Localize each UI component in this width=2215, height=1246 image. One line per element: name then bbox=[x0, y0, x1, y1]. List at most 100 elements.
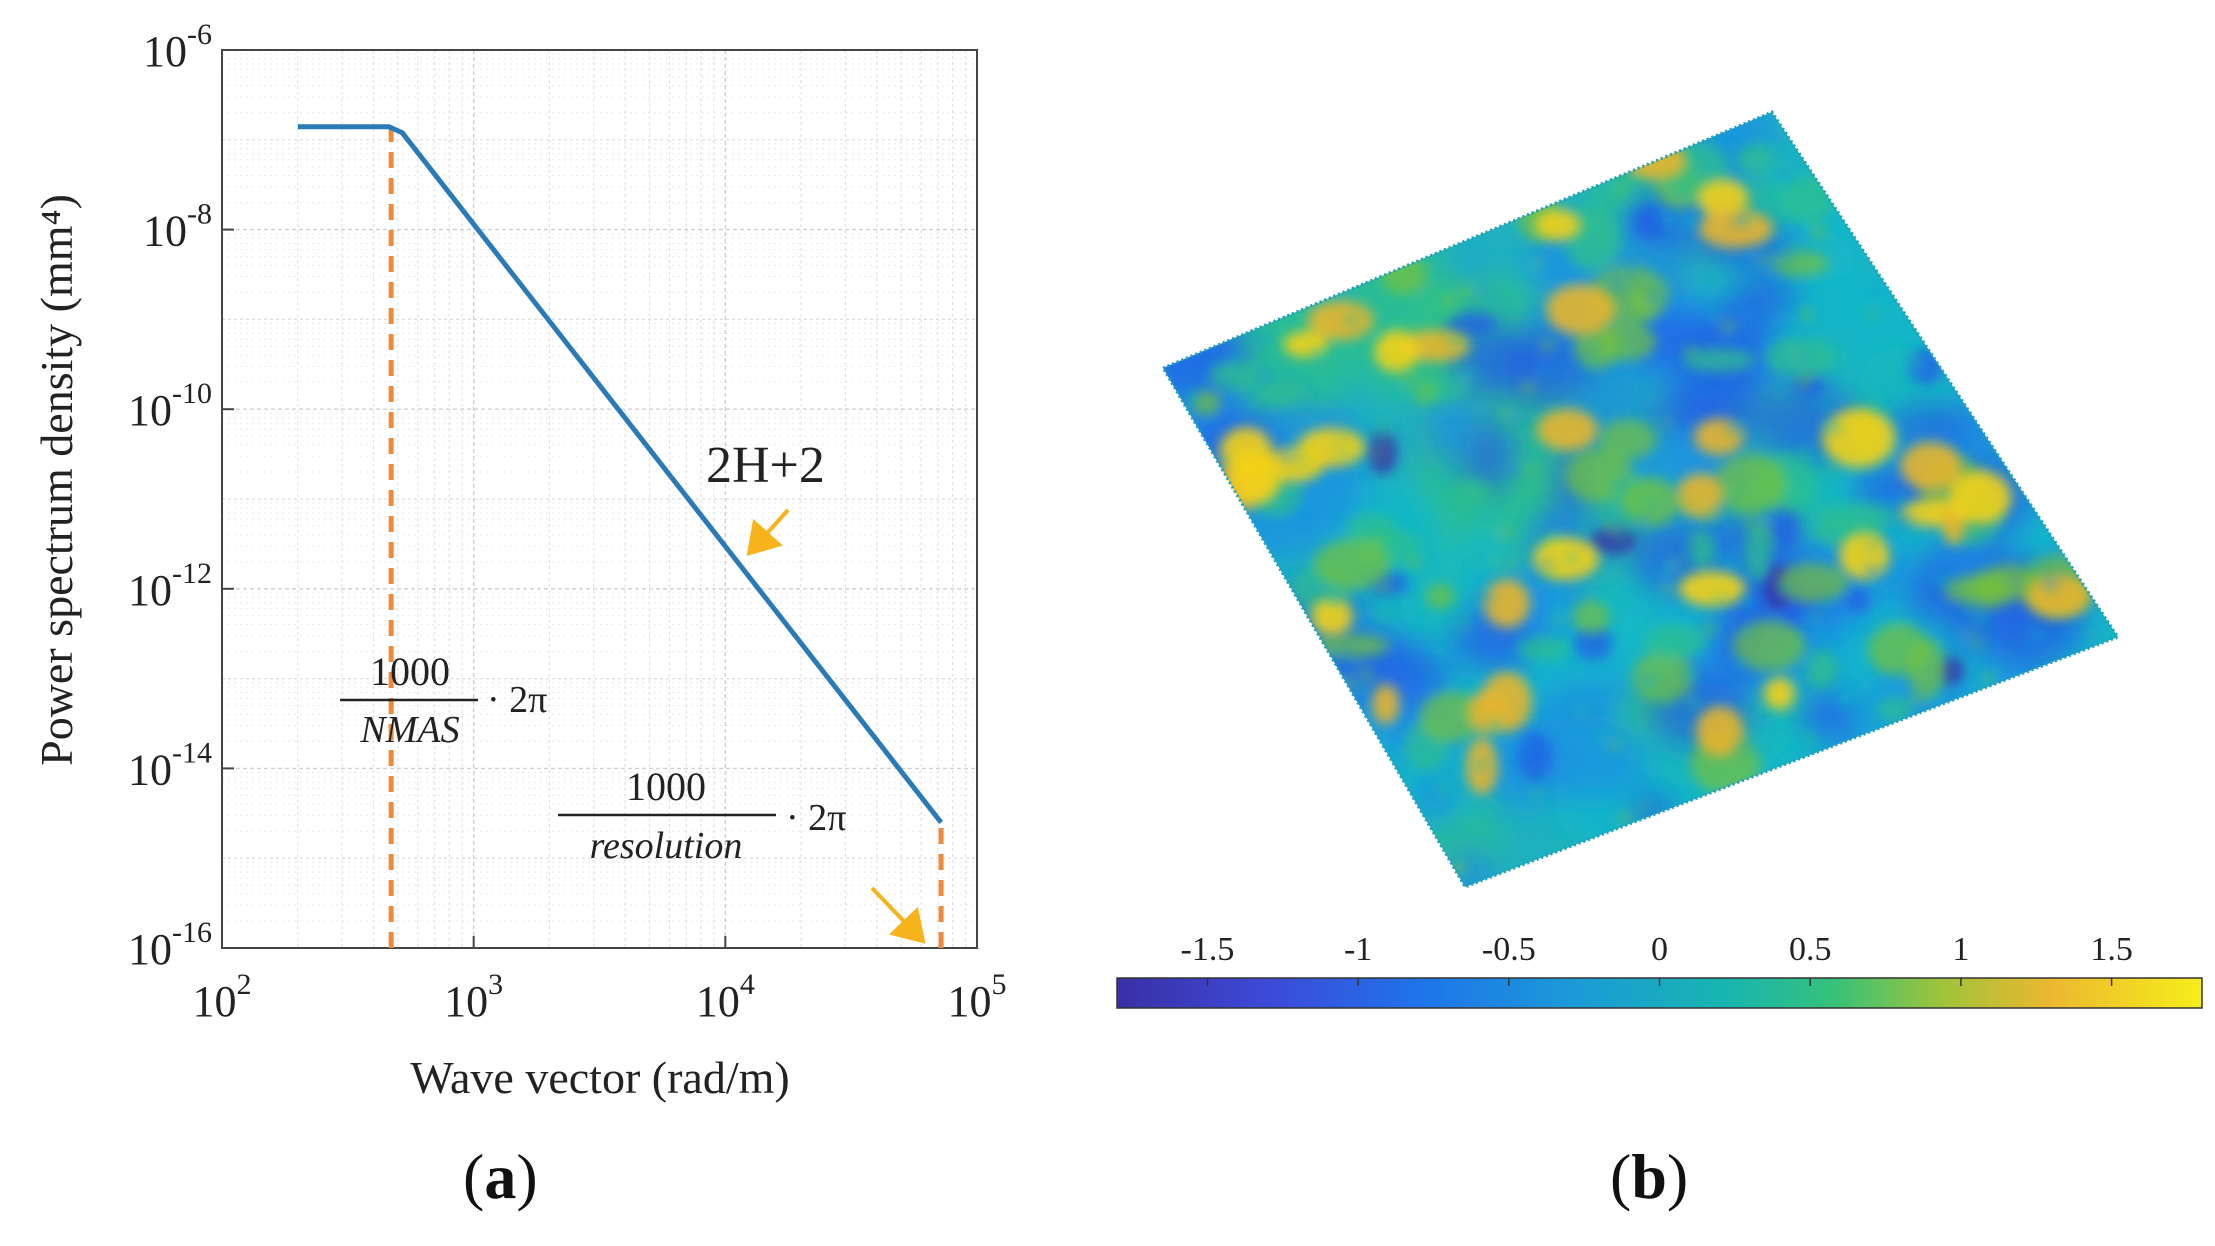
surface-patch bbox=[1614, 481, 1629, 488]
surface-patch bbox=[1481, 524, 1497, 534]
surface-patch bbox=[1733, 620, 1806, 671]
surface-patch bbox=[1685, 346, 1696, 357]
surface-patch bbox=[1721, 320, 1735, 332]
surface-patch bbox=[1328, 591, 1340, 605]
surface-patch bbox=[1312, 633, 1389, 658]
surface-patch bbox=[1380, 254, 1428, 295]
surface-patch bbox=[1615, 528, 1624, 541]
colorbar-tick-label: -1 bbox=[1344, 931, 1372, 968]
surface-patch bbox=[1446, 656, 1455, 667]
surface-patch bbox=[1907, 638, 1946, 700]
surface-patch bbox=[1459, 644, 1470, 653]
colorbar-tick-label: 0 bbox=[1651, 931, 1668, 968]
surface-patch bbox=[1281, 452, 1297, 462]
surface-patch bbox=[1545, 284, 1616, 335]
surface-patch bbox=[1518, 640, 1530, 649]
surface-layer bbox=[1219, 141, 2091, 795]
surface-patch bbox=[2030, 628, 2041, 639]
surface-patch bbox=[1701, 625, 1718, 634]
surface-patch bbox=[1967, 524, 1975, 538]
surface-patch bbox=[1864, 565, 1881, 578]
surface-patch bbox=[1556, 842, 1570, 851]
surface-patch bbox=[1955, 633, 1965, 642]
surface-texture bbox=[1163, 112, 2118, 887]
surface-patch bbox=[1815, 628, 1823, 641]
panel-a-label: (a) bbox=[463, 1141, 538, 1212]
surface-patch bbox=[1497, 526, 1513, 537]
surface-patch bbox=[1505, 560, 1519, 567]
surface-patch bbox=[1645, 500, 1655, 507]
surface-patch bbox=[1802, 734, 1818, 743]
surface-patch bbox=[1458, 617, 1469, 630]
surface-patch bbox=[1372, 683, 1400, 725]
surface-patch bbox=[1660, 214, 1677, 225]
surface-patch bbox=[1491, 296, 1499, 304]
surface-patch bbox=[1443, 311, 1498, 337]
surface-patch bbox=[1777, 249, 1791, 262]
surface-patch bbox=[1624, 342, 1634, 351]
surface-patch bbox=[1781, 162, 1788, 172]
surface-patch bbox=[1780, 175, 1834, 225]
surface-patch bbox=[1812, 226, 1827, 239]
surface-patch bbox=[1230, 358, 1238, 370]
surface-patch bbox=[1907, 573, 1947, 624]
surface-patch bbox=[1521, 264, 1536, 273]
surface-patch bbox=[1256, 370, 1273, 382]
surface-plot: -1.5 -1 -0.5 0 0.5 1 1.5 bbox=[1116, 110, 2203, 1009]
surface-patch bbox=[1609, 740, 1620, 751]
surface-patch bbox=[1894, 541, 1902, 555]
surface-patch bbox=[1742, 595, 1754, 607]
surface-patch bbox=[1436, 477, 1451, 487]
resolution-arrow-icon bbox=[870, 886, 926, 944]
surface-patch bbox=[1769, 501, 1799, 549]
nmas-numerator: 1000 bbox=[370, 649, 450, 694]
surface-patch bbox=[1894, 496, 1907, 505]
surface-patch bbox=[1783, 339, 1791, 347]
psd-series-line bbox=[297, 124, 944, 825]
surface-patch bbox=[1785, 226, 1801, 236]
surface-patch bbox=[1541, 339, 1555, 351]
surface-patch bbox=[1808, 673, 1815, 685]
surface-patch bbox=[1584, 360, 1594, 369]
surface-patch bbox=[1877, 697, 1913, 722]
colorbar-tick-label: 1 bbox=[1952, 931, 1969, 968]
surface-patch bbox=[1535, 209, 1582, 241]
x-tick-labels: 102 103 104 105 bbox=[193, 968, 1007, 1026]
surface-patch bbox=[1819, 665, 1827, 673]
surface-patch bbox=[1965, 630, 1973, 642]
surface-patch bbox=[1932, 692, 1940, 703]
surface-patch bbox=[2037, 535, 2046, 549]
surface-patch bbox=[1337, 649, 1351, 657]
surface-patch bbox=[1589, 527, 1638, 555]
surface-patch bbox=[1624, 141, 1687, 181]
surface-patch bbox=[1489, 718, 1501, 731]
surface-patch bbox=[1581, 525, 1589, 535]
surface-patch bbox=[1975, 638, 1984, 650]
surface-patch bbox=[1696, 178, 1749, 218]
surface-patch bbox=[1693, 532, 1700, 540]
surface-patch bbox=[1460, 259, 1473, 269]
surface-patch bbox=[1889, 525, 1899, 537]
surface-patch bbox=[1745, 516, 1753, 529]
surface-patch bbox=[1480, 594, 1494, 602]
surface-patch bbox=[1745, 520, 1772, 582]
surface-patch bbox=[1660, 584, 1676, 593]
colorbar-tick-label: -1.5 bbox=[1181, 931, 1235, 968]
surface-patch bbox=[1374, 449, 1384, 458]
surface-patch bbox=[1314, 539, 1391, 590]
surface-patch bbox=[1715, 503, 1729, 510]
surface-patch bbox=[1501, 657, 1517, 665]
surface-patch bbox=[1737, 143, 1775, 174]
surface-patch bbox=[1550, 612, 1566, 625]
nmas-factor: · 2π bbox=[487, 679, 547, 721]
surface-patch bbox=[1347, 513, 1397, 549]
surface-patch bbox=[1369, 538, 1383, 551]
surface-patch bbox=[1715, 596, 1726, 605]
surface-patch bbox=[1374, 330, 1419, 373]
surface-patch bbox=[1599, 419, 1657, 460]
surface-patch bbox=[1540, 560, 1555, 570]
surface-patch bbox=[1218, 456, 1229, 466]
surface-patch bbox=[1444, 843, 1498, 887]
surface-patch bbox=[1297, 427, 1366, 467]
reference-lines bbox=[388, 126, 944, 948]
